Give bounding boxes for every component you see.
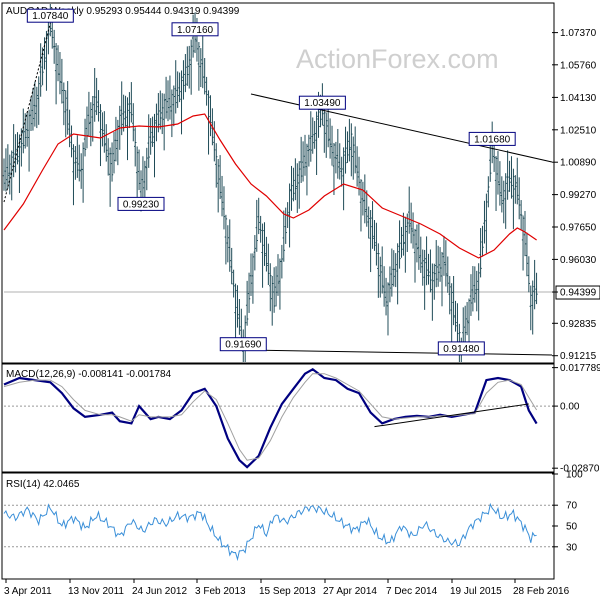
price-label-box <box>298 95 346 110</box>
trendline-support <box>243 349 553 356</box>
price-axis-label: 1.00890 <box>560 158 597 169</box>
price-panel-title: AUDCAD,Weekly 0.95293 0.95444 0.94319 0.… <box>6 6 240 17</box>
price-label: 1.07840 <box>32 11 69 22</box>
x-axis-label: 19 Jul 2015 <box>450 586 502 597</box>
trendline-resistance <box>250 93 553 163</box>
x-axis-label: 28 Feb 2016 <box>513 586 570 597</box>
price-label-box <box>437 341 485 356</box>
price-label-box <box>219 337 267 352</box>
trendline-early-uptrend <box>3 23 51 203</box>
macd-axis-label: -0.028702 <box>560 464 600 475</box>
watermark: ActionForex.com <box>296 44 499 74</box>
macd-panel-title: MACD(12,26,9) -0.008141 -0.001784 <box>6 369 172 380</box>
price-label: 1.01680 <box>474 134 511 145</box>
macd-line <box>3 367 538 469</box>
price-label: 1.07160 <box>177 25 214 36</box>
price-axis-label: 0.96030 <box>560 255 597 266</box>
macd-signal-line <box>3 373 538 461</box>
x-axis-label: 7 Dec 2014 <box>386 586 438 597</box>
macd-trendline <box>374 403 529 428</box>
price-label: 0.91480 <box>443 344 480 355</box>
rsi-panel-title: RSI(14) 42.0465 <box>6 479 80 490</box>
rsi-line <box>3 502 537 562</box>
price-label: 0.99230 <box>123 199 160 210</box>
rsi-axis-label: 30 <box>566 542 578 553</box>
price-label: 0.91690 <box>225 340 262 351</box>
macd-panel-frame <box>1 363 555 473</box>
price-axis-label: 1.05760 <box>560 60 597 71</box>
x-axis-label: 24 Jun 2012 <box>132 586 187 597</box>
rsi-axis-label: 70 <box>566 501 578 512</box>
x-axis-label: 13 Nov 2011 <box>68 586 124 597</box>
price-label: 1.03490 <box>304 98 341 109</box>
rsi-axis-label: 50 <box>566 522 578 533</box>
price-label-box <box>171 22 219 37</box>
price-axis-label: 0.94399 <box>560 288 597 299</box>
axis-layer: 1.07370 1.05760 1.04130 1.02510 1.00890 0.992… <box>4 28 600 597</box>
price-axis-label: 0.92835 <box>560 319 597 330</box>
price-axis-label: 1.07370 <box>560 28 597 39</box>
rsi-layer <box>3 502 552 562</box>
price-axis-label: 1.04130 <box>560 93 597 104</box>
price-label-box <box>117 196 165 211</box>
rsi-axis-label: 100 <box>566 470 583 481</box>
price-label-box <box>26 8 74 23</box>
moving-average-line <box>3 113 537 259</box>
macd-axis-label: 0.00 <box>560 402 580 413</box>
macd-layer <box>3 367 552 469</box>
price-axis-label: 0.97650 <box>560 223 597 234</box>
price-axis-label: 1.02510 <box>560 125 597 136</box>
price-axis-label: 0.99270 <box>560 190 597 201</box>
x-axis-label: 3 Feb 2013 <box>195 586 246 597</box>
macd-axis-label: 0.017789 <box>560 363 600 374</box>
x-axis-label: 3 Apr 2011 <box>4 586 52 597</box>
price-axis-label: 0.91215 <box>560 351 597 362</box>
price-panel-frame <box>1 2 555 364</box>
price-layer: 1.07840 1.07160 0.99230 1.03490 0.91690 1.016… <box>2 4 553 362</box>
price-label-box <box>468 131 516 146</box>
x-axis-label: 27 Apr 2014 <box>323 586 377 597</box>
x-axis-label: 15 Sep 2013 <box>259 586 316 597</box>
